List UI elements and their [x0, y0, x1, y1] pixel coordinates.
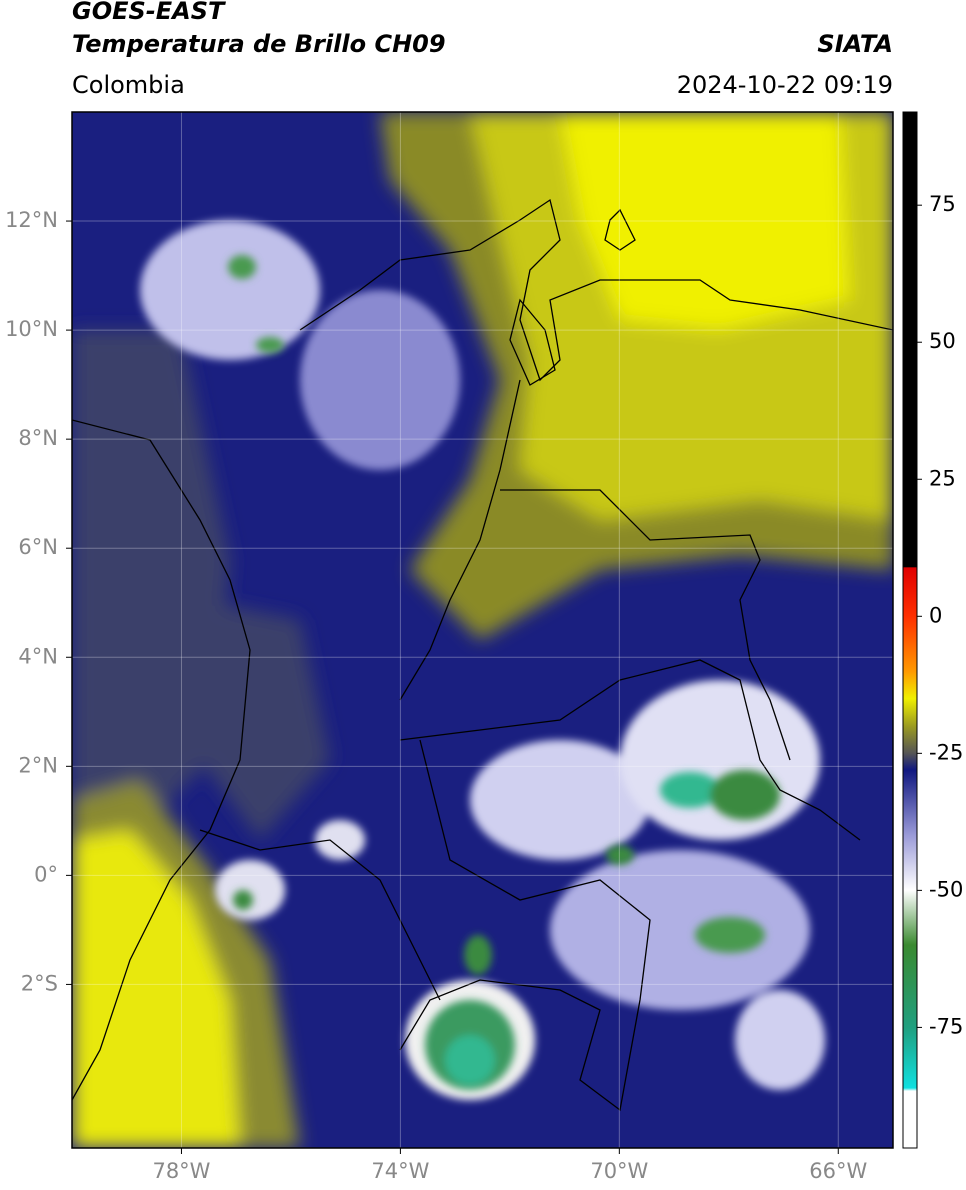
- region: Colombia: [72, 71, 185, 99]
- satellite-image: [72, 112, 893, 1148]
- colorbar-tick-label: -25: [929, 740, 963, 764]
- datetime: 2024-10-22 09:19: [677, 71, 893, 99]
- colorbar: [902, 111, 918, 1149]
- y-tick-label: 0°: [34, 862, 58, 886]
- x-tick-label: 70°W: [590, 1159, 648, 1183]
- satellite: GOES-EAST: [72, 0, 226, 25]
- y-tick-label: 2°S: [21, 971, 58, 995]
- y-tick-label: 4°N: [18, 644, 58, 668]
- x-tick-label: 78°W: [152, 1159, 210, 1183]
- colorbar-tick-label: 50: [929, 329, 956, 353]
- graticule: [72, 112, 893, 1148]
- y-tick-label: 12°N: [5, 208, 58, 232]
- map-frame: [71, 111, 894, 1149]
- colorbar-tick-label: 0: [929, 603, 942, 627]
- colorbar-tick-label: -50: [929, 877, 963, 901]
- product: Temperatura de Brillo CH09: [72, 30, 446, 58]
- colorbar-tick-label: -75: [929, 1014, 963, 1038]
- y-tick-label: 6°N: [18, 535, 58, 559]
- y-tick-label: 2°N: [18, 753, 58, 777]
- ticks: 78°W 74°W 70°W 66°W 12°N 10°N 8°N 6°N 4°N 2°N 0° 2°…: [5, 192, 963, 1183]
- colorbar-tick-label: 25: [929, 466, 956, 490]
- x-tick-label: 74°W: [371, 1159, 429, 1183]
- x-tick-label: 66°W: [809, 1159, 867, 1183]
- y-tick-label: 10°N: [5, 317, 58, 341]
- source: SIATA: [817, 30, 893, 58]
- colorbar-tick-label: 75: [929, 192, 956, 216]
- y-tick-label: 8°N: [18, 426, 58, 450]
